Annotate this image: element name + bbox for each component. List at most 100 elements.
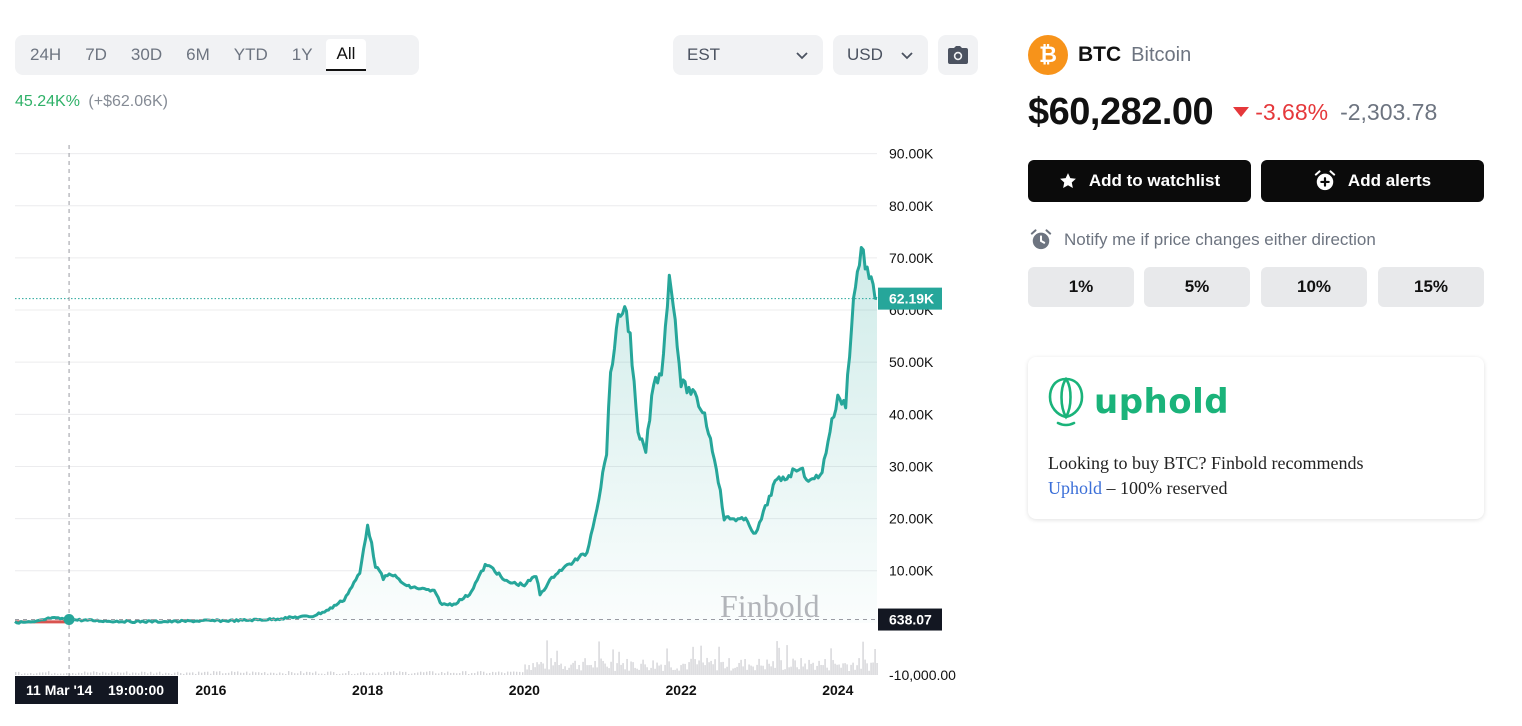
volume-bar: [162, 673, 164, 675]
current-price-tag: [878, 287, 942, 310]
volume-bar: [528, 665, 530, 675]
volume-bar: [832, 660, 834, 675]
volume-bar: [393, 671, 395, 675]
volume-bar: [30, 673, 32, 675]
volume-bar: [842, 663, 844, 675]
volume-bar: [872, 662, 874, 675]
uphold-promo-card: uphold Looking to buy BTC? Finbold recom…: [1028, 357, 1484, 519]
volume-bar: [399, 671, 401, 675]
volume-bar: [708, 662, 710, 675]
notify-option-5[interactable]: 5%: [1144, 267, 1250, 307]
notify-option-15[interactable]: 15%: [1378, 267, 1484, 307]
volume-bar: [660, 664, 662, 675]
volume-bar: [582, 661, 584, 675]
crosshair-price-label: 638.07: [889, 612, 932, 628]
chevron-down-icon: [796, 52, 808, 60]
volume-bar: [339, 673, 341, 675]
volume-bar: [69, 673, 71, 675]
volume-bar: [862, 641, 864, 675]
volume-bar: [830, 648, 832, 675]
crosshair-time-tag: [15, 676, 178, 704]
y-tick-label: 90.00K: [889, 146, 934, 162]
range-button-ytd[interactable]: YTD: [233, 45, 268, 64]
volume-bar: [856, 665, 858, 675]
volume-bar: [438, 673, 440, 675]
volume-bar: [864, 659, 866, 675]
screenshot-button[interactable]: [938, 35, 978, 75]
bitcoin-logo-glyph: ₿: [1039, 42, 1057, 67]
volume-bar: [345, 673, 347, 675]
volume-bar: [758, 658, 760, 675]
volume-bar: [530, 669, 532, 675]
y-tick-label: 50.00K: [889, 354, 934, 370]
volume-bar: [327, 671, 329, 675]
add-to-watchlist-button[interactable]: Add to watchlist: [1028, 160, 1251, 202]
range-button-1y[interactable]: 1Y: [291, 45, 313, 64]
volume-bar: [408, 673, 410, 675]
volume-bar: [177, 671, 179, 675]
volume-bar: [207, 671, 209, 675]
bitcoin-logo-icon: ₿: [1028, 35, 1068, 75]
volume-bar: [108, 673, 110, 675]
volume-bar: [360, 672, 362, 675]
volume-bar: [147, 673, 149, 675]
volume-bar: [586, 665, 588, 675]
x-tick-label: 2024: [822, 682, 853, 698]
volume-bar: [282, 673, 284, 675]
range-button-all[interactable]: All: [325, 39, 367, 71]
volume-bar: [536, 662, 538, 675]
price-chart[interactable]: 90.00K80.00K70.00K60.00K50.00K40.00K30.0…: [0, 130, 960, 726]
volume-bar: [375, 673, 377, 675]
volume-bar: [666, 648, 668, 675]
volume-bar: [696, 664, 698, 675]
volume-bar: [192, 672, 194, 675]
x-tick-label: 2020: [509, 682, 540, 698]
y-tick-label: 10.00K: [889, 563, 934, 579]
volume-bar: [610, 661, 612, 675]
volume-bar: [852, 662, 854, 675]
volume-bar: [560, 663, 562, 675]
volume-bar: [306, 671, 308, 675]
triangle-down-icon: [1233, 107, 1250, 117]
volume-bar: [333, 672, 335, 675]
notify-option-label: 15%: [1413, 277, 1449, 296]
volume-bar: [630, 661, 632, 675]
volume-bar: [462, 671, 464, 675]
volume-bar: [234, 671, 236, 675]
volume-bar: [87, 672, 89, 675]
range-button-6m[interactable]: 6M: [186, 45, 210, 64]
volume-bar: [840, 667, 842, 675]
add-alerts-button[interactable]: Add alerts: [1261, 160, 1484, 202]
notify-option-10[interactable]: 10%: [1261, 267, 1367, 307]
volume-bar: [504, 673, 506, 675]
notify-option-1[interactable]: 1%: [1028, 267, 1134, 307]
volume-bar: [387, 671, 389, 675]
volume-bar: [650, 667, 652, 675]
volume-bar: [648, 670, 650, 675]
volume-bar: [381, 673, 383, 675]
price-row: $60,282.00 -3.68% -2,303.78: [1028, 88, 1437, 136]
range-button-30d[interactable]: 30D: [130, 45, 163, 64]
volume-bar: [195, 673, 197, 675]
volume-bar: [638, 669, 640, 675]
volume-bar: [782, 669, 784, 675]
volume-bar: [802, 666, 804, 675]
volume-bar: [538, 664, 540, 675]
timezone-select[interactable]: EST: [673, 35, 823, 75]
volume-bar: [258, 672, 260, 675]
volume-bar: [724, 668, 726, 675]
range-button-24h[interactable]: 24H: [30, 45, 62, 64]
volume-bar: [818, 660, 820, 675]
volume-bar: [384, 672, 386, 675]
volume-bar: [369, 673, 371, 675]
range-button-7d[interactable]: 7D: [85, 45, 107, 64]
volume-bar: [558, 665, 560, 675]
volume-bar: [168, 673, 170, 675]
volume-bar: [576, 669, 578, 675]
volume-bar: [276, 673, 278, 675]
volume-bar: [477, 671, 479, 675]
currency-select[interactable]: USD: [833, 35, 928, 75]
volume-bar: [874, 648, 876, 675]
volume-bar: [483, 671, 485, 675]
uphold-link[interactable]: Uphold: [1048, 478, 1102, 498]
